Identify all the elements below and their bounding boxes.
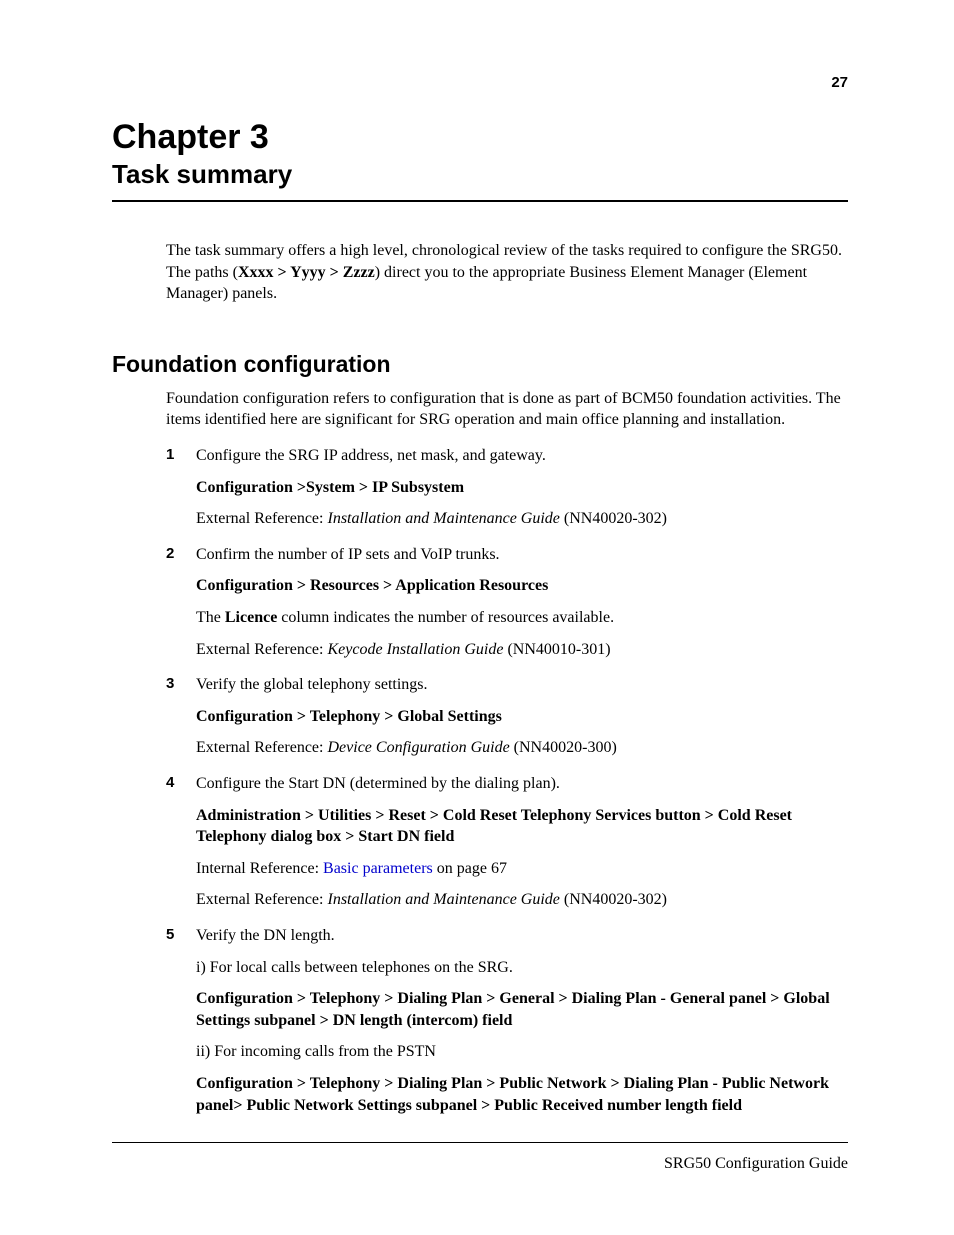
nav-path: Configuration > Telephony > Global Setti… (196, 706, 848, 728)
ext-ref-title: Installation and Maintenance Guide (327, 510, 559, 527)
int-ref-page: on page 67 (433, 860, 507, 877)
ext-ref-label: External Reference: (196, 510, 327, 527)
text-bold: Licence (225, 609, 277, 626)
step-list: 1 Configure the SRG IP address, net mask… (166, 445, 848, 1116)
licence-note: The Licence column indicates the number … (196, 607, 848, 629)
step-body: Confirm the number of IP sets and VoIP t… (196, 544, 848, 660)
chapter-title: Chapter 3 (112, 118, 848, 157)
external-reference: External Reference: Device Configuration… (196, 737, 848, 759)
step-5: 5 Verify the DN length. i) For local cal… (166, 925, 848, 1116)
step-body: Verify the global telephony settings. Co… (196, 674, 848, 759)
step-number: 2 (166, 544, 196, 660)
step-body: Configure the Start DN (determined by th… (196, 773, 848, 911)
nav-path: Configuration > Telephony > Dialing Plan… (196, 988, 848, 1031)
ext-ref-code: (NN40020-300) (510, 739, 617, 756)
ext-ref-label: External Reference: (196, 641, 327, 658)
step-1: 1 Configure the SRG IP address, net mask… (166, 445, 848, 530)
ext-ref-code: (NN40020-302) (560, 891, 667, 908)
external-reference: External Reference: Keycode Installation… (196, 639, 848, 661)
step-4: 4 Configure the Start DN (determined by … (166, 773, 848, 911)
external-reference: External Reference: Installation and Mai… (196, 889, 848, 911)
step-number: 1 (166, 445, 196, 530)
substep-i: i) For local calls between telephones on… (196, 957, 848, 979)
nav-path: Administration > Utilities > Reset > Col… (196, 805, 848, 848)
text: The (196, 609, 225, 626)
ext-ref-code: (NN40010-301) (503, 641, 610, 658)
int-ref-label: Internal Reference: (196, 860, 323, 877)
ext-ref-title: Installation and Maintenance Guide (327, 891, 559, 908)
step-number: 4 (166, 773, 196, 911)
section-heading: Foundation configuration (112, 351, 848, 378)
step-body: Verify the DN length. i) For local calls… (196, 925, 848, 1116)
step-instruction: Configure the Start DN (determined by th… (196, 773, 848, 795)
page-number: 27 (831, 74, 848, 91)
step-instruction: Verify the global telephony settings. (196, 674, 848, 696)
ext-ref-code: (NN40020-302) (560, 510, 667, 527)
intro-path-example: Xxxx > Yyyy > Zzzz (238, 264, 375, 281)
substep-ii: ii) For incoming calls from the PSTN (196, 1041, 848, 1063)
step-number: 3 (166, 674, 196, 759)
footer-text: SRG50 Configuration Guide (664, 1155, 848, 1173)
internal-link[interactable]: Basic parameters (323, 860, 433, 877)
text: column indicates the number of resources… (277, 609, 614, 626)
footer-rule (112, 1142, 848, 1143)
ext-ref-title: Keycode Installation Guide (327, 641, 503, 658)
nav-path: Configuration >System > IP Subsystem (196, 477, 848, 499)
ext-ref-label: External Reference: (196, 739, 327, 756)
nav-path: Configuration > Resources > Application … (196, 575, 848, 597)
step-3: 3 Verify the global telephony settings. … (166, 674, 848, 759)
step-body: Configure the SRG IP address, net mask, … (196, 445, 848, 530)
step-2: 2 Confirm the number of IP sets and VoIP… (166, 544, 848, 660)
nav-path: Configuration > Telephony > Dialing Plan… (196, 1073, 848, 1116)
external-reference: External Reference: Installation and Mai… (196, 508, 848, 530)
step-number: 5 (166, 925, 196, 1116)
ext-ref-label: External Reference: (196, 891, 327, 908)
step-instruction: Configure the SRG IP address, net mask, … (196, 445, 848, 467)
step-instruction: Confirm the number of IP sets and VoIP t… (196, 544, 848, 566)
internal-reference: Internal Reference: Basic parameters on … (196, 858, 848, 880)
step-instruction: Verify the DN length. (196, 925, 848, 947)
section-intro: Foundation configuration refers to confi… (166, 388, 848, 431)
document-page: 27 Chapter 3 Task summary The task summa… (0, 0, 954, 1235)
chapter-subtitle: Task summary (112, 159, 848, 200)
title-rule (112, 200, 848, 202)
intro-paragraph: The task summary offers a high level, ch… (166, 240, 848, 305)
ext-ref-title: Device Configuration Guide (327, 739, 509, 756)
